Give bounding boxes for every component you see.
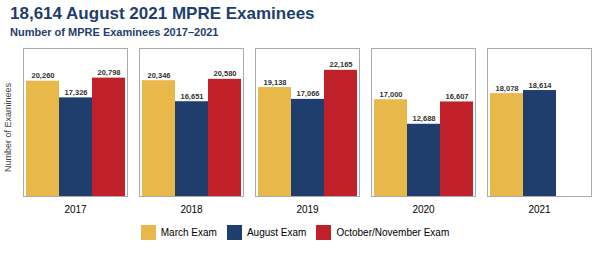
svg-text:20,346: 20,346: [148, 71, 171, 80]
svg-text:16,607: 16,607: [446, 92, 469, 101]
svg-text:20,798: 20,798: [98, 68, 121, 77]
svg-text:2017: 2017: [64, 204, 87, 215]
html-text:October/November Exam: October/November Exam: [336, 227, 450, 238]
svg-text:2020: 2020: [412, 204, 435, 215]
html-text:August Exam: August Exam: [246, 227, 307, 238]
svg-text:20,260: 20,260: [32, 71, 55, 80]
svg-text:12,688: 12,688: [413, 114, 436, 123]
svg-text:2021: 2021: [528, 204, 551, 215]
svg-text:19,138: 19,138: [264, 78, 287, 87]
svg-text:18,614: 18,614: [529, 81, 553, 90]
svg-text:16,651: 16,651: [181, 92, 204, 101]
svg-text:17,000: 17,000: [380, 90, 403, 99]
svg-text:2018: 2018: [180, 204, 203, 215]
svg-text:2019: 2019: [296, 204, 319, 215]
html-text:March Exam: March Exam: [160, 227, 217, 238]
svg-text:22,165: 22,165: [330, 60, 353, 69]
html-text:18,614 August 2021 MPRE Examin: 18,614 August 2021 MPRE Examinees: [10, 4, 315, 23]
svg-text:17,326: 17,326: [65, 88, 88, 97]
svg-text:20,580: 20,580: [214, 69, 237, 78]
html-text:Number of Examinees: Number of Examinees: [3, 83, 13, 173]
svg-text:18,078: 18,078: [496, 84, 519, 93]
html-text:Number of MPRE Examinees 2017–: Number of MPRE Examinees 2017–2021: [10, 26, 219, 38]
svg-text:17,066: 17,066: [297, 89, 320, 98]
